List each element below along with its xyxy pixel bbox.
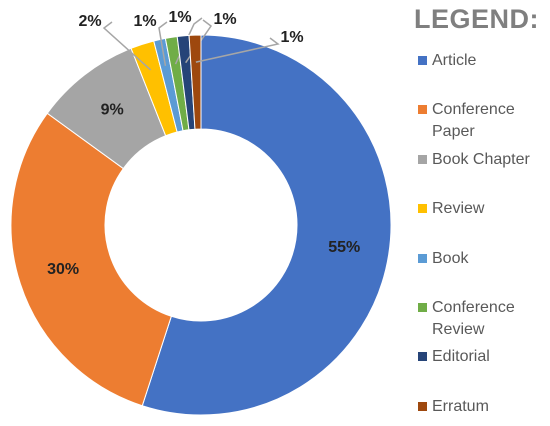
legend-entry: Review (418, 198, 542, 220)
legend-label: Book Chapter (432, 150, 530, 168)
legend-label: Conference Paper (432, 101, 515, 141)
data-label: 1% (280, 29, 303, 46)
donut-slice (10, 112, 172, 407)
donut-area: 55% 30% 9% 2% 1% 1% 1% 1% (10, 9, 392, 416)
data-label: 9% (101, 102, 124, 119)
data-label: 30% (47, 261, 79, 278)
data-label: 55% (328, 239, 360, 256)
legend-swatch (418, 105, 427, 115)
legend-swatch (418, 154, 427, 164)
legend-swatch (418, 253, 427, 263)
legend-swatch (418, 401, 427, 411)
legend-label: Review (432, 200, 485, 218)
legend-swatch (418, 204, 427, 214)
data-label: 1% (168, 9, 191, 26)
legend-entry: Book Chapter (418, 149, 542, 171)
legend-entry: Conference Paper (418, 99, 542, 143)
legend-label: Book (432, 249, 469, 267)
data-label: 1% (213, 11, 236, 28)
donut-slice (141, 34, 392, 416)
donut-slice (188, 34, 202, 130)
legend-entry: Conference Review (418, 297, 542, 341)
data-label: 2% (78, 13, 101, 30)
legend-label: Erratum (432, 397, 489, 415)
data-label: 1% (133, 13, 156, 30)
legend-swatch (418, 303, 427, 312)
legend-title: LEGEND: (414, 4, 539, 34)
legend-label: Article (432, 52, 477, 69)
legend-swatch (418, 352, 427, 362)
leader-line (158, 21, 168, 67)
legend-label: Editorial (432, 348, 490, 366)
leader-line (195, 37, 280, 63)
legend-entry: Book (418, 248, 542, 270)
legend-entry: Editorial (418, 346, 542, 368)
legend-entry: Erratum (418, 396, 542, 418)
legend-entry: Article (418, 50, 542, 72)
leader-line (102, 21, 152, 71)
legend-swatch (418, 56, 427, 65)
legend-label: Conference Review (432, 299, 515, 338)
